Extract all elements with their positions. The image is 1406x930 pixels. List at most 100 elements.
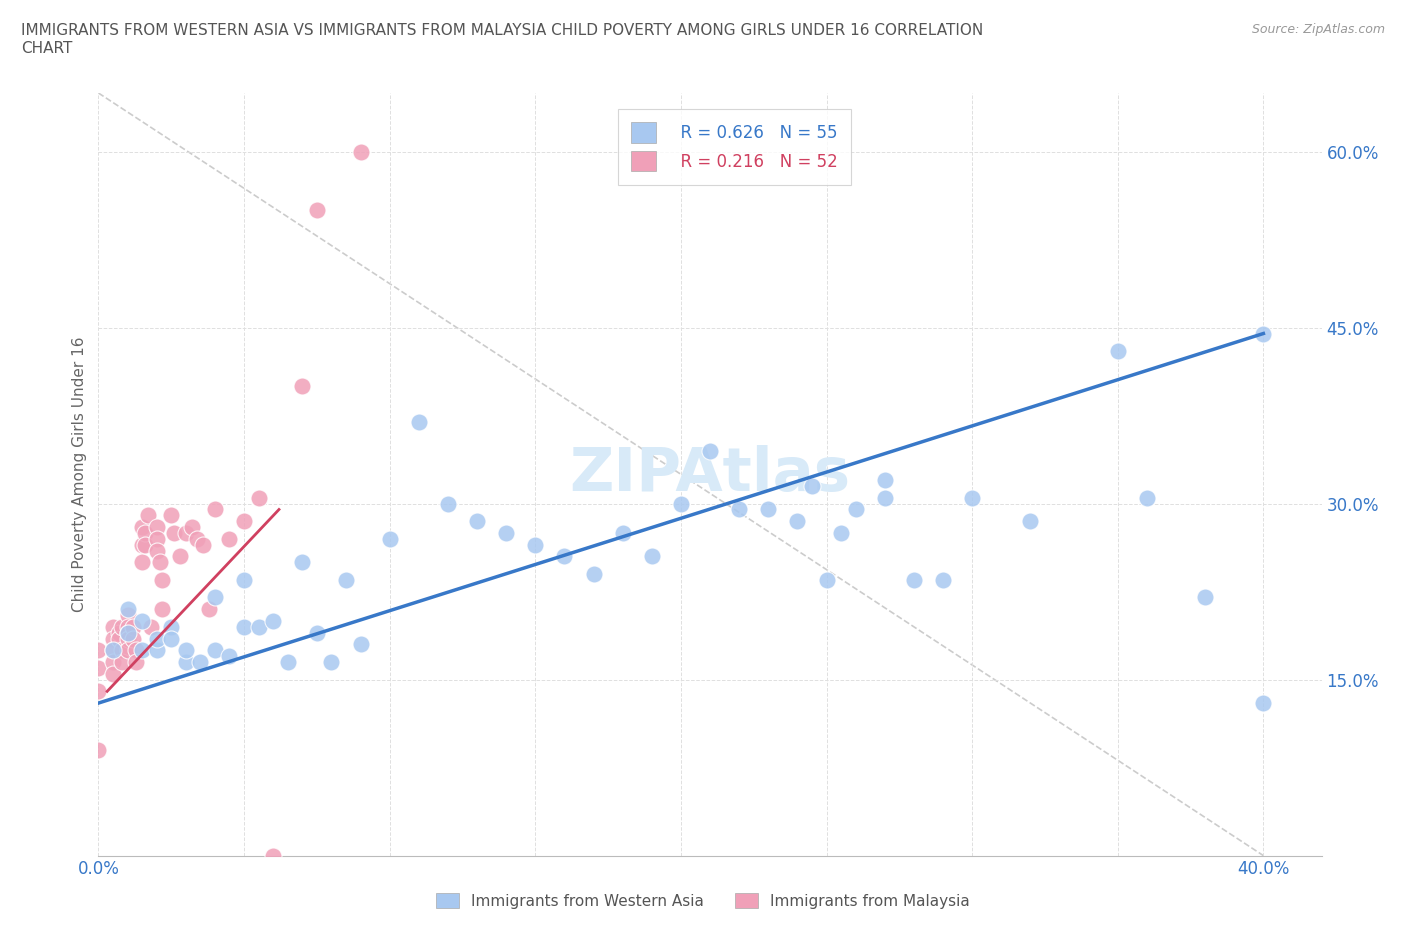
Text: IMMIGRANTS FROM WESTERN ASIA VS IMMIGRANTS FROM MALAYSIA CHILD POVERTY AMONG GIR: IMMIGRANTS FROM WESTERN ASIA VS IMMIGRAN…: [21, 23, 983, 56]
Point: [125, 643, 148, 658]
Point: [149, 555, 172, 570]
Point: [903, 573, 925, 588]
Point: [233, 513, 256, 528]
Point: [291, 379, 314, 393]
Point: [756, 502, 779, 517]
Point: [131, 520, 153, 535]
Y-axis label: Child Poverty Among Girls Under 16: Child Poverty Among Girls Under 16: [72, 337, 87, 612]
Point: [932, 573, 955, 588]
Point: [815, 573, 838, 588]
Point: [131, 614, 153, 629]
Point: [160, 631, 183, 646]
Point: [111, 655, 134, 670]
Point: [641, 549, 664, 564]
Point: [378, 531, 401, 546]
Point: [145, 520, 167, 535]
Point: [291, 555, 314, 570]
Point: [1136, 490, 1159, 505]
Point: [188, 655, 212, 670]
Point: [204, 502, 226, 517]
Point: [218, 649, 240, 664]
Point: [277, 655, 299, 670]
Point: [117, 619, 139, 634]
Point: [117, 643, 139, 658]
Point: [349, 144, 371, 159]
Point: [87, 660, 110, 675]
Point: [160, 508, 183, 523]
Point: [134, 525, 156, 540]
Point: [786, 513, 808, 528]
Point: [145, 531, 167, 546]
Point: [180, 520, 202, 535]
Point: [335, 573, 357, 588]
Point: [845, 502, 868, 517]
Point: [873, 490, 896, 505]
Point: [247, 490, 270, 505]
Point: [139, 619, 162, 634]
Point: [136, 508, 159, 523]
Point: [1107, 344, 1129, 359]
Point: [122, 619, 145, 634]
Point: [960, 490, 983, 505]
Point: [465, 513, 488, 528]
Point: [134, 538, 156, 552]
Text: Source: ZipAtlas.com: Source: ZipAtlas.com: [1251, 23, 1385, 36]
Point: [131, 643, 153, 658]
Point: [204, 590, 226, 604]
Point: [553, 549, 575, 564]
Point: [152, 602, 174, 617]
Point: [408, 414, 430, 429]
Point: [117, 631, 139, 646]
Point: [233, 619, 256, 634]
Point: [101, 666, 124, 681]
Point: [262, 614, 284, 629]
Point: [108, 625, 131, 640]
Point: [169, 549, 191, 564]
Point: [437, 497, 460, 512]
Point: [111, 619, 134, 634]
Point: [1019, 513, 1042, 528]
Point: [524, 538, 547, 552]
Point: [186, 531, 208, 546]
Point: [117, 625, 139, 640]
Point: [669, 497, 692, 512]
Point: [160, 619, 183, 634]
Point: [131, 538, 153, 552]
Point: [349, 637, 371, 652]
Point: [495, 525, 517, 540]
Point: [801, 479, 824, 494]
Point: [174, 525, 197, 540]
Point: [612, 525, 634, 540]
Point: [117, 625, 139, 640]
Point: [198, 602, 221, 617]
Point: [1253, 326, 1275, 341]
Point: [152, 573, 174, 588]
Point: [131, 555, 153, 570]
Point: [101, 643, 124, 658]
Point: [305, 203, 328, 218]
Point: [101, 631, 124, 646]
Point: [145, 631, 167, 646]
Point: [145, 643, 167, 658]
Point: [145, 543, 167, 558]
Point: [125, 655, 148, 670]
Point: [873, 472, 896, 487]
Point: [101, 619, 124, 634]
Point: [218, 531, 240, 546]
Point: [699, 444, 721, 458]
Point: [204, 643, 226, 658]
Point: [1194, 590, 1216, 604]
Point: [101, 643, 124, 658]
Point: [87, 742, 110, 757]
Point: [163, 525, 186, 540]
Point: [233, 573, 256, 588]
Point: [174, 643, 197, 658]
Point: [262, 848, 284, 863]
Point: [321, 655, 343, 670]
Point: [87, 643, 110, 658]
Point: [122, 631, 145, 646]
Point: [111, 643, 134, 658]
Point: [728, 502, 751, 517]
Text: ZIPAtlas: ZIPAtlas: [569, 445, 851, 504]
Point: [108, 631, 131, 646]
